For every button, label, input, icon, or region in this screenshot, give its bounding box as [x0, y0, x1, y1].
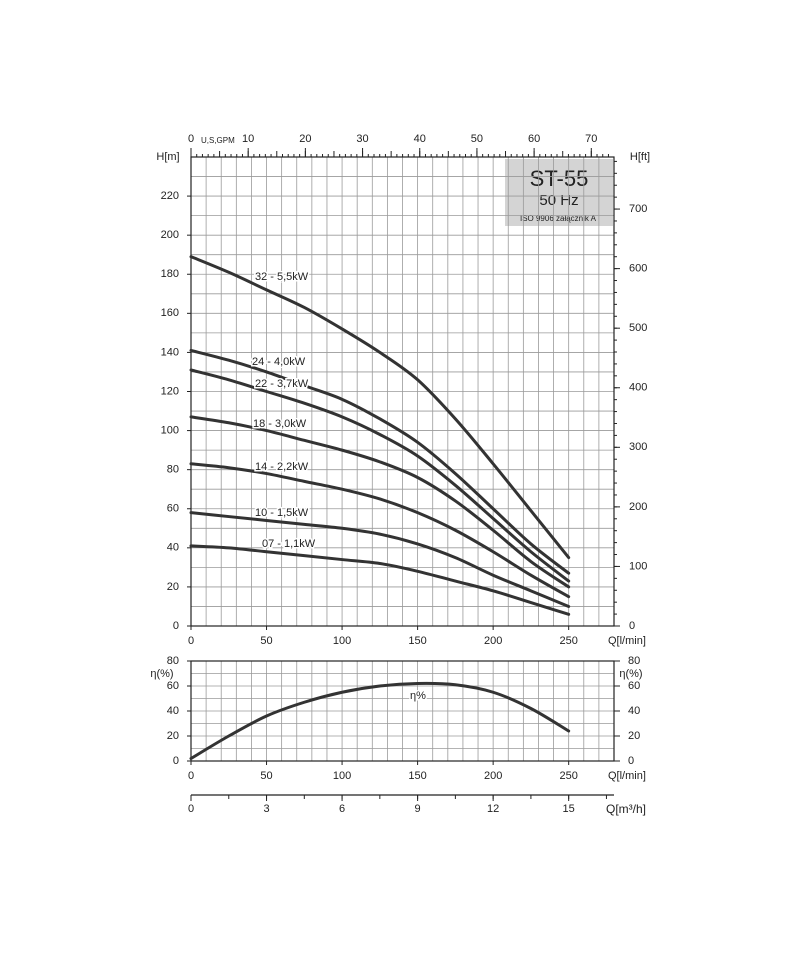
- x2-tick-label: 3: [263, 803, 269, 815]
- y2-tick-label: 0: [629, 620, 635, 632]
- y-axis-label: η(%): [150, 668, 173, 680]
- x-tick-label: 50: [260, 770, 272, 782]
- curve-label: 10 - 1,5kW: [255, 507, 309, 519]
- x-axis-label: Q[l/min]: [608, 770, 646, 782]
- x-tick-label: 250: [559, 770, 577, 782]
- y-tick-label: 60: [167, 503, 179, 515]
- y-tick-label: 100: [161, 424, 179, 436]
- y-tick-label: 40: [167, 542, 179, 554]
- y-tick-label: 0: [173, 620, 179, 632]
- x-tick-label: 0: [188, 635, 194, 647]
- y-tick-label: 60: [167, 680, 179, 692]
- x-tick-label: 100: [333, 770, 351, 782]
- y2-tick-label: 500: [629, 322, 647, 334]
- y-tick-label: 120: [161, 385, 179, 397]
- y-tick-label: 200: [161, 229, 179, 241]
- y-tick-label: 20: [167, 581, 179, 593]
- chart-note: ISO 9906 załącznik A: [520, 214, 597, 223]
- y2-tick-label: 100: [629, 560, 647, 572]
- y2-tick-label: 700: [629, 203, 647, 215]
- curve-label: 32 - 5,5kW: [255, 271, 309, 283]
- curve: [189, 462, 571, 599]
- curve: [189, 415, 571, 589]
- x-tick-label: 150: [408, 635, 426, 647]
- y-tick-label: 20: [167, 730, 179, 742]
- y-tick-label: 220: [161, 190, 179, 202]
- y2-tick-label: 0: [628, 755, 634, 767]
- curve-label: 14 - 2,2kW: [255, 461, 309, 473]
- x-tick-label: 50: [260, 635, 272, 647]
- curve-label: 07 - 1,1kW: [262, 538, 316, 550]
- y2-tick-label: 80: [628, 655, 640, 667]
- curve: [189, 544, 571, 616]
- x2-tick-label: 0: [188, 133, 194, 145]
- x-axis-label: Q[l/min]: [608, 635, 646, 647]
- x2-tick-label: 10: [242, 133, 254, 145]
- curve: [189, 255, 571, 560]
- curve: [189, 368, 571, 583]
- curve: [189, 681, 571, 760]
- curve: [189, 511, 571, 608]
- y2-tick-label: 400: [629, 382, 647, 394]
- x2-axis-label: U,S,GPM: [201, 136, 235, 145]
- y-tick-label: 140: [161, 346, 179, 358]
- y-tick-label: 0: [173, 755, 179, 767]
- chart-subtitle: 50 Hz: [539, 192, 578, 209]
- y2-tick-label: 300: [629, 441, 647, 453]
- x-tick-label: 150: [408, 770, 426, 782]
- x2-tick-label: 12: [487, 803, 499, 815]
- y2-tick-label: 200: [629, 501, 647, 513]
- x-tick-label: 100: [333, 635, 351, 647]
- curve-label: 18 - 3,0kW: [253, 418, 307, 430]
- y2-tick-label: 40: [628, 705, 640, 717]
- x-tick-label: 200: [484, 770, 502, 782]
- y-tick-label: 180: [161, 268, 179, 280]
- x2-tick-label: 40: [414, 133, 426, 145]
- y-tick-label: 80: [167, 464, 179, 476]
- x2-tick-label: 30: [356, 133, 368, 145]
- curve: [189, 348, 571, 575]
- curve-label: 22 - 3,7kW: [255, 378, 309, 390]
- x2-tick-label: 6: [339, 803, 345, 815]
- y-tick-label: 40: [167, 705, 179, 717]
- y2-tick-label: 600: [629, 263, 647, 275]
- x-tick-label: 250: [559, 635, 577, 647]
- curve-label: η%: [410, 690, 426, 702]
- y-tick-label: 80: [167, 655, 179, 667]
- y2-tick-label: 20: [628, 730, 640, 742]
- y-tick-label: 160: [161, 307, 179, 319]
- x2-tick-label: 15: [563, 803, 575, 815]
- x2-tick-label: 9: [415, 803, 421, 815]
- x2-tick-label: 70: [585, 133, 597, 145]
- y-axis-label: H[m]: [156, 151, 179, 163]
- x2-tick-label: 60: [528, 133, 540, 145]
- x2-tick-label: 0: [188, 803, 194, 815]
- y2-axis-label: η(%): [619, 668, 642, 680]
- y2-tick-label: 60: [628, 680, 640, 692]
- chart-title: ST-55: [530, 166, 589, 191]
- x-tick-label: 200: [484, 635, 502, 647]
- x-tick-label: 0: [188, 770, 194, 782]
- y2-axis-label: H[ft]: [630, 151, 650, 163]
- x2-tick-label: 20: [299, 133, 311, 145]
- x2-axis-label: Q[m³/h]: [606, 802, 646, 816]
- x2-tick-label: 50: [471, 133, 483, 145]
- curve-label: 24 - 4,0kW: [252, 356, 306, 368]
